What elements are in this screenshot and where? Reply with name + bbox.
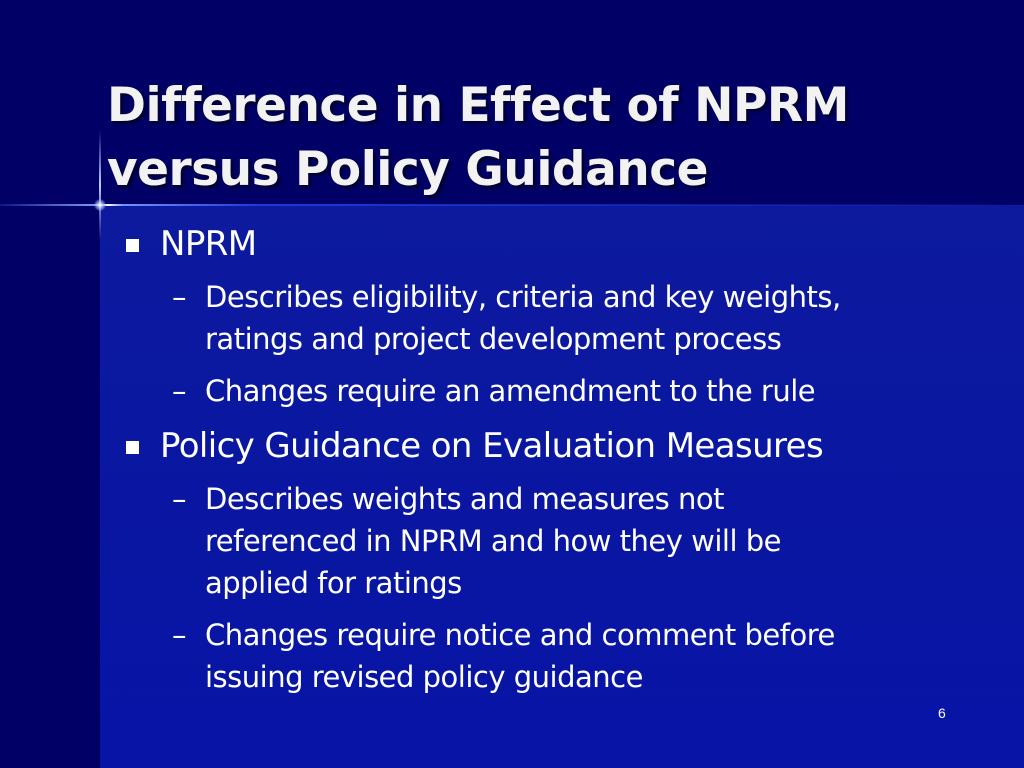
page-number: 6 bbox=[938, 705, 946, 721]
dash-bullet-icon: – bbox=[172, 280, 187, 314]
sub-bullet-item: – Changes require an amendment to the ru… bbox=[120, 370, 1010, 412]
sub-bullet-line: issuing revised policy guidance bbox=[205, 660, 643, 694]
title-line-1: Difference in Effect of NPRM bbox=[107, 78, 849, 133]
square-bullet-icon bbox=[126, 441, 139, 454]
sub-bullet-line: referenced in NPRM and how they will be bbox=[205, 524, 782, 558]
content-panel bbox=[100, 205, 1024, 768]
sub-bullet-item: – Describes weights and measures not ref… bbox=[120, 478, 1010, 604]
vertical-rule bbox=[99, 130, 101, 240]
bullet-item-nprm: NPRM bbox=[120, 222, 1010, 266]
bullet-label: Policy Guidance on Evaluation Measures bbox=[160, 426, 824, 466]
sub-bullet-item: – Changes require notice and comment bef… bbox=[120, 614, 1010, 698]
sub-bullet-item: – Describes eligibility, criteria and ke… bbox=[120, 276, 1010, 360]
bullet-item-policy-guidance: Policy Guidance on Evaluation Measures bbox=[120, 424, 1010, 468]
slide-title: Difference in Effect of NPRM versus Poli… bbox=[107, 74, 1007, 202]
sub-bullet-line: Changes require notice and comment befor… bbox=[205, 618, 835, 652]
sub-bullet-line: Describes weights and measures not bbox=[205, 482, 724, 516]
dash-bullet-icon: – bbox=[172, 374, 187, 408]
square-bullet-icon bbox=[126, 239, 139, 252]
sub-bullet-line: Changes require an amendment to the rule bbox=[205, 374, 816, 408]
sub-bullet-line: Describes eligibility, criteria and key … bbox=[205, 280, 841, 314]
sub-bullet-line: applied for ratings bbox=[205, 566, 462, 600]
dash-bullet-icon: – bbox=[172, 482, 187, 516]
bullet-list: NPRM – Describes eligibility, criteria a… bbox=[120, 222, 1010, 698]
bullet-label: NPRM bbox=[160, 224, 257, 264]
dash-bullet-icon: – bbox=[172, 618, 187, 652]
sparkle-decoration bbox=[94, 199, 106, 211]
sub-bullet-line: ratings and project development process bbox=[205, 322, 782, 356]
top-band bbox=[0, 0, 1024, 205]
title-line-2: versus Policy Guidance bbox=[107, 142, 709, 197]
horizontal-rule bbox=[0, 204, 1024, 206]
